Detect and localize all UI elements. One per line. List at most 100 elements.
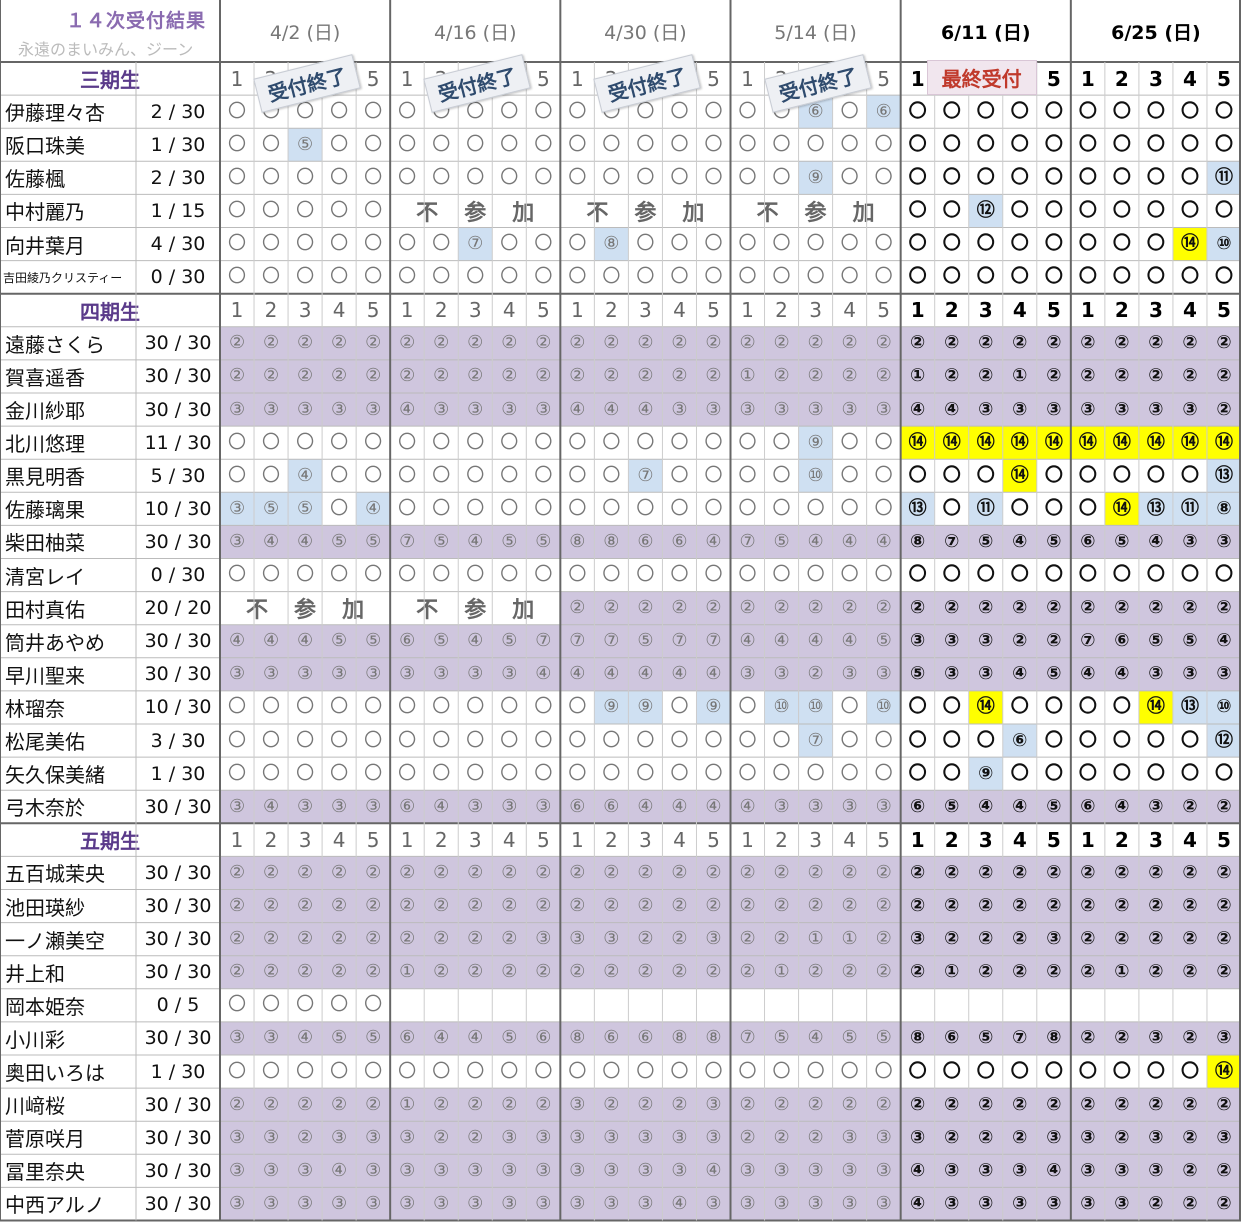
slot-result: ③	[832, 1121, 867, 1155]
slot-available: 〇	[976, 233, 995, 255]
slot-result: ②	[1138, 955, 1173, 989]
slot-result: ②	[356, 922, 391, 956]
slot-available: 〇	[670, 233, 689, 255]
slot-result: ②	[764, 922, 799, 956]
slot-available: 〇	[1078, 762, 1097, 784]
slot-available: 〇	[568, 166, 587, 188]
slot-result: ⑥	[1104, 624, 1139, 658]
slot-number: 1	[400, 827, 414, 852]
slot-result: ②	[1206, 591, 1241, 625]
slot-result: ③	[866, 1154, 901, 1188]
slot-number: 4	[502, 298, 516, 323]
slot-result: ②	[1206, 790, 1241, 824]
slot-number: 4	[1182, 298, 1197, 323]
slot-result: ③	[220, 393, 255, 427]
slot-available: 〇	[908, 166, 927, 188]
slot-result: ④	[662, 1187, 697, 1221]
slot-number: 4	[673, 298, 686, 323]
slot-result: ②	[1070, 1021, 1105, 1055]
slot-result: ⑤	[424, 525, 459, 559]
slot-result: ⑩	[798, 459, 833, 493]
slot-result: ②	[832, 359, 867, 393]
slot-available: 〇	[330, 199, 349, 221]
slot-result: ②	[1002, 591, 1037, 625]
slot-available: 〇	[1044, 729, 1063, 751]
slot-result: ③	[866, 1121, 901, 1155]
slot-result: ②	[254, 856, 289, 890]
slot-result: ②	[900, 955, 935, 989]
slot-result: ②	[492, 1088, 527, 1122]
slot-result: ④	[288, 525, 323, 559]
slot-available: 〇	[840, 497, 859, 519]
slot-result: ②	[288, 1088, 323, 1122]
slot-result: ④	[424, 790, 459, 824]
slot-result: ①	[390, 955, 425, 989]
slot-available: 〇	[942, 564, 961, 586]
slot-result: ②	[390, 889, 425, 923]
slot-available: 〇	[976, 266, 995, 288]
slot-result: ②	[254, 359, 289, 393]
slot-result: ⑥	[628, 525, 663, 559]
slot-available: 〇	[330, 233, 349, 255]
slot-result: ③	[458, 657, 493, 691]
slot-result: ②	[764, 1088, 799, 1122]
slot-result: ②	[798, 359, 833, 393]
not-participating-char: 加	[512, 598, 535, 624]
slot-available: 〇	[738, 729, 757, 751]
slot-number: 5	[366, 298, 380, 323]
slot-available: 〇	[1112, 100, 1131, 122]
slot-result: ②	[288, 326, 323, 360]
slot-available: 〇	[296, 1060, 315, 1082]
slot-available: 〇	[466, 464, 485, 486]
slot-number: 2	[605, 298, 618, 323]
slot-available: 〇	[432, 233, 451, 255]
slot-result: ③	[1070, 1187, 1105, 1221]
slot-number: 5	[877, 66, 890, 91]
slot-available: 〇	[500, 233, 519, 255]
slot-result: ②	[1138, 591, 1173, 625]
slot-available: 〇	[228, 199, 247, 221]
slot-result: ⑬	[1172, 690, 1207, 724]
member-count: 30 / 30	[144, 1027, 212, 1050]
slot-available: 〇	[670, 729, 689, 751]
slot-result: ③	[1036, 393, 1071, 427]
slot-result: ②	[390, 359, 425, 393]
slot-result: ③	[458, 393, 493, 427]
slot-result: ②	[322, 326, 357, 360]
member-count: 30 / 30	[144, 663, 212, 686]
slot-result: ②	[1138, 1088, 1173, 1122]
slot-available: 〇	[432, 564, 451, 586]
slot-available: 〇	[1112, 199, 1131, 221]
slot-available: 〇	[500, 696, 519, 718]
slot-result: ③	[1036, 1121, 1071, 1155]
not-participating-char: 不	[246, 598, 269, 624]
slot-result: ④	[1002, 790, 1037, 824]
slot-available: 〇	[976, 100, 995, 122]
slot-available: 〇	[772, 564, 791, 586]
slot-available: 〇	[1044, 266, 1063, 288]
slot-result: ②	[424, 1121, 459, 1155]
slot-result: ⑭	[1002, 426, 1037, 460]
slot-result: ②	[662, 922, 697, 956]
slot-available: 〇	[874, 166, 893, 188]
slot-result: ②	[594, 591, 629, 625]
slot-result: ②	[288, 856, 323, 890]
slot-available: 〇	[1044, 233, 1063, 255]
slot-result: ③	[866, 393, 901, 427]
slot-result: ②	[832, 591, 867, 625]
slot-result: ③	[1138, 393, 1173, 427]
slot-result: ⑭	[1172, 227, 1207, 261]
slot-result: ⑦	[696, 624, 731, 658]
slot-result: ②	[798, 856, 833, 890]
slot-result: ④	[934, 393, 969, 427]
slot-available: 〇	[1146, 166, 1165, 188]
slot-available: 〇	[874, 233, 893, 255]
slot-result: ⑬	[1138, 492, 1173, 526]
slot-result: ⑥	[628, 1021, 663, 1055]
member-name: 佐藤璃果	[5, 498, 85, 523]
slot-result: ⑦	[798, 724, 833, 758]
slot-result: ⑤	[356, 525, 391, 559]
slot-available: 〇	[602, 729, 621, 751]
member-count: 30 / 30	[144, 928, 212, 951]
slot-available: 〇	[840, 100, 859, 122]
